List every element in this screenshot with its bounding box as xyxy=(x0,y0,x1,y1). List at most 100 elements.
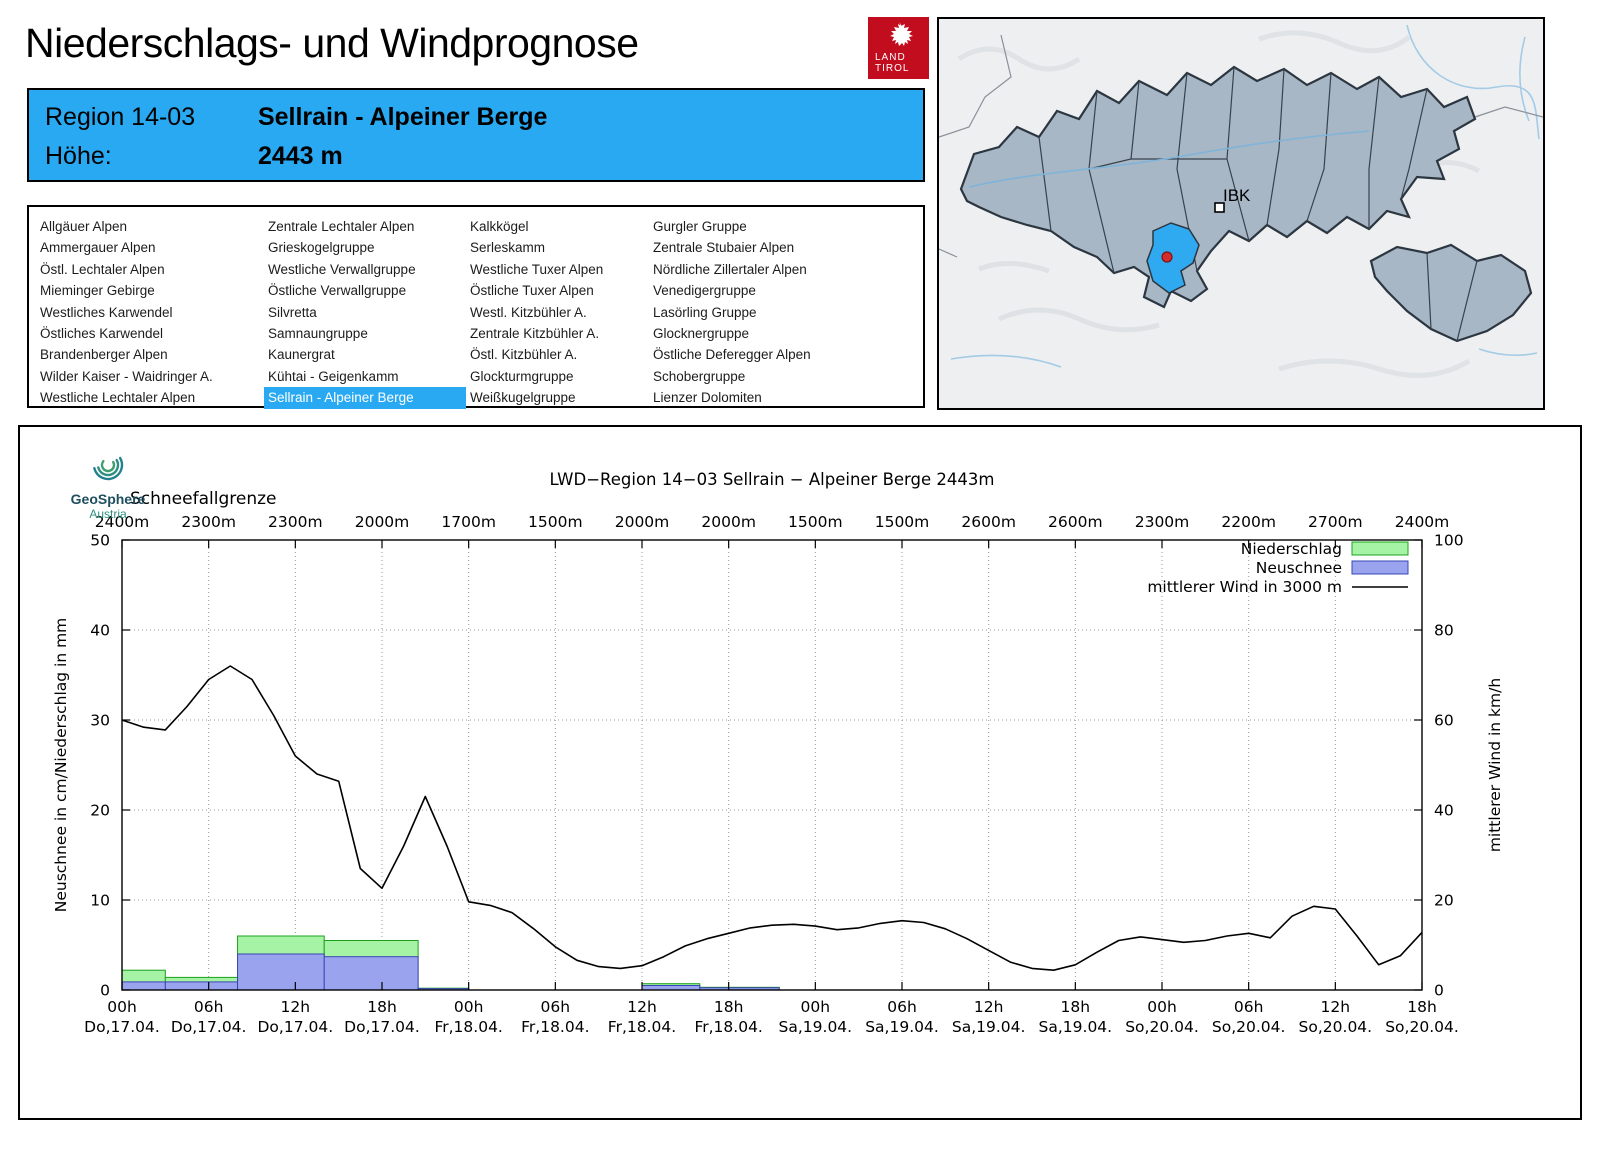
land-tirol-logo-text: LAND TIROL xyxy=(875,52,909,74)
snowline-value: 2600m xyxy=(1048,513,1103,531)
region-list-item-selected[interactable]: Sellrain - Alpeiner Berge xyxy=(264,387,466,409)
svg-text:mittlerer Wind in 3000 m: mittlerer Wind in 3000 m xyxy=(1147,578,1342,596)
snowline-value: 2300m xyxy=(268,513,323,531)
svg-text:06h: 06h xyxy=(1234,998,1264,1016)
svg-text:Do,17.04.: Do,17.04. xyxy=(84,1018,160,1036)
region-list-item[interactable]: Kaunergrat xyxy=(268,347,335,363)
region-list-item[interactable]: Östliche Verwallgruppe xyxy=(268,283,407,299)
svg-text:So,20.04.: So,20.04. xyxy=(1299,1018,1373,1036)
region-list-item[interactable]: Brandenberger Alpen xyxy=(40,347,168,363)
region-info-box: Region 14-03 Sellrain - Alpeiner Berge H… xyxy=(27,88,925,182)
region-list-item[interactable]: Ammergauer Alpen xyxy=(40,240,156,256)
snowline-value: 2600m xyxy=(961,513,1016,531)
tirol-map-svg: IBK xyxy=(939,19,1543,408)
north-tirol-region xyxy=(959,65,1477,309)
region-list-item[interactable]: Venedigergruppe xyxy=(653,283,756,299)
svg-text:40: 40 xyxy=(1434,802,1454,820)
snowline-value: 1500m xyxy=(788,513,843,531)
region-list-item[interactable]: Samnaungruppe xyxy=(268,325,368,341)
region-list-item[interactable]: Westl. Kitzbühler A. xyxy=(470,304,587,320)
svg-text:Sa,19.04.: Sa,19.04. xyxy=(952,1018,1026,1036)
x-axis-labels: 00h Do,17.04. 06h Do,17.04. 12h Do,17.04. 18h D… xyxy=(84,998,1459,1036)
svg-text:Do,17.04.: Do,17.04. xyxy=(171,1018,247,1036)
region-list-item[interactable]: Östliche Deferegger Alpen xyxy=(653,347,811,363)
region-list-item[interactable]: Westliche Tuxer Alpen xyxy=(470,261,604,277)
logo-line-land: LAND xyxy=(875,52,906,63)
region-list-column: Allgäuer Alpen Ammergauer Alpen Östl. Lech… xyxy=(36,216,264,406)
region-list-item[interactable]: Nördliche Zillertaler Alpen xyxy=(653,261,807,277)
region-list-item[interactable]: Allgäuer Alpen xyxy=(40,219,128,234)
region-list-item[interactable]: Grieskogelgruppe xyxy=(268,240,375,256)
ibk-label: IBK xyxy=(1223,186,1251,205)
svg-text:12h: 12h xyxy=(974,998,1004,1016)
east-district-borders xyxy=(1426,252,1478,342)
svg-text:Sa,19.04.: Sa,19.04. xyxy=(1039,1018,1113,1036)
region-list-item[interactable]: Kühtai - Geigenkamm xyxy=(268,368,399,384)
svg-text:Fr,18.04.: Fr,18.04. xyxy=(434,1018,502,1036)
terrain-texture xyxy=(957,30,1481,378)
region-list-item[interactable]: Kalkkögel xyxy=(470,219,529,234)
chart-title: LWD−Region 14−03 Sellrain − Alpeiner Ber… xyxy=(550,470,995,489)
region-list-item[interactable]: Zentrale Stubaier Alpen xyxy=(653,240,795,256)
svg-text:50: 50 xyxy=(90,532,110,550)
axis-titles: Neuschnee in cm/Niederschlag in mm mittle… xyxy=(52,618,1504,913)
region-list-item[interactable]: Zentrale Kitzbühler A. xyxy=(470,325,600,341)
svg-text:18h: 18h xyxy=(1407,998,1437,1016)
svg-text:00h: 00h xyxy=(801,998,831,1016)
region-list: Allgäuer Alpen Ammergauer Alpen Östl. Lech… xyxy=(27,205,925,409)
region-list-item[interactable]: Östliches Karwendel xyxy=(40,325,164,341)
svg-text:Neuschnee in cm/Niederschlag i: Neuschnee in cm/Niederschlag in mm xyxy=(52,618,70,913)
region-list-item[interactable]: Gurgler Gruppe xyxy=(653,219,747,234)
region-list-item[interactable]: Östl. Kitzbühler A. xyxy=(470,347,578,363)
tirol-eagle-icon xyxy=(889,22,913,46)
svg-text:60: 60 xyxy=(1434,712,1454,730)
region-list-item[interactable]: Silvretta xyxy=(268,304,317,320)
east-tirol-region xyxy=(1369,243,1533,343)
svg-text:Fr,18.04.: Fr,18.04. xyxy=(608,1018,676,1036)
altitude-label: Höhe: xyxy=(45,142,112,170)
snowline-value: 2200m xyxy=(1221,513,1276,531)
region-list-item[interactable]: Weißkugelgruppe xyxy=(470,390,576,406)
region-name: Sellrain - Alpeiner Berge xyxy=(257,103,548,131)
region-list-column: Gurgler Gruppe Zentrale Stubaier Alpen Nör… xyxy=(649,216,923,406)
region-list-item[interactable]: Glockturmgruppe xyxy=(470,368,574,384)
region-list-item[interactable]: Östl. Lechtaler Alpen xyxy=(40,261,165,277)
neuschnee-bars xyxy=(121,953,780,991)
inn-river xyxy=(968,130,1370,188)
selected-region-highlight[interactable] xyxy=(1146,222,1200,294)
svg-text:Schneefallgrenze: Schneefallgrenze xyxy=(130,489,276,509)
svg-text:So,20.04.: So,20.04. xyxy=(1125,1018,1199,1036)
svg-text:Fr,18.04.: Fr,18.04. xyxy=(521,1018,589,1036)
region-list-item[interactable]: Westliche Verwallgruppe xyxy=(268,261,416,277)
region-list-item[interactable]: Mieminger Gebirge xyxy=(40,283,155,299)
region-list-item[interactable]: Glocknergruppe xyxy=(653,325,750,341)
region-list-item[interactable]: Lienzer Dolomiten xyxy=(653,390,762,406)
svg-text:20: 20 xyxy=(90,802,110,820)
region-list-item[interactable]: Schobergruppe xyxy=(653,368,746,384)
svg-text:12h: 12h xyxy=(1321,998,1351,1016)
region-list-item[interactable]: Westliche Lechtaler Alpen xyxy=(40,390,196,406)
svg-text:18h: 18h xyxy=(1061,998,1091,1016)
snowline-value: 2300m xyxy=(1135,513,1190,531)
svg-text:Do,17.04.: Do,17.04. xyxy=(258,1018,334,1036)
svg-text:100: 100 xyxy=(1434,532,1464,550)
region-list-item[interactable]: Serleskamm xyxy=(470,240,546,256)
region-list-item[interactable]: Wilder Kaiser - Waidringer A. xyxy=(40,368,213,384)
geosphere-country: Austria xyxy=(89,507,127,521)
svg-text:So,20.04.: So,20.04. xyxy=(1212,1018,1286,1036)
region-list-column: Zentrale Lechtaler Alpen Grieskogelgruppe… xyxy=(264,216,466,409)
region-list-item[interactable]: Westliches Karwendel xyxy=(40,304,173,320)
y-axis-labels: 0 10 20 30 40 50 0 20 40 60 80 100 xyxy=(90,532,1463,1000)
svg-text:20: 20 xyxy=(1434,892,1454,910)
svg-text:10: 10 xyxy=(90,892,110,910)
region-list-item[interactable]: Lasörling Gruppe xyxy=(653,304,757,320)
snowline-value: 2000m xyxy=(701,513,756,531)
tirol-map[interactable]: IBK xyxy=(937,17,1545,410)
svg-text:06h: 06h xyxy=(194,998,224,1016)
region-list-item[interactable]: Zentrale Lechtaler Alpen xyxy=(268,219,415,234)
region-label: Region 14-03 xyxy=(45,103,196,131)
altitude-value: 2443 m xyxy=(257,142,343,170)
region-list-item[interactable]: Östliche Tuxer Alpen xyxy=(470,283,594,299)
